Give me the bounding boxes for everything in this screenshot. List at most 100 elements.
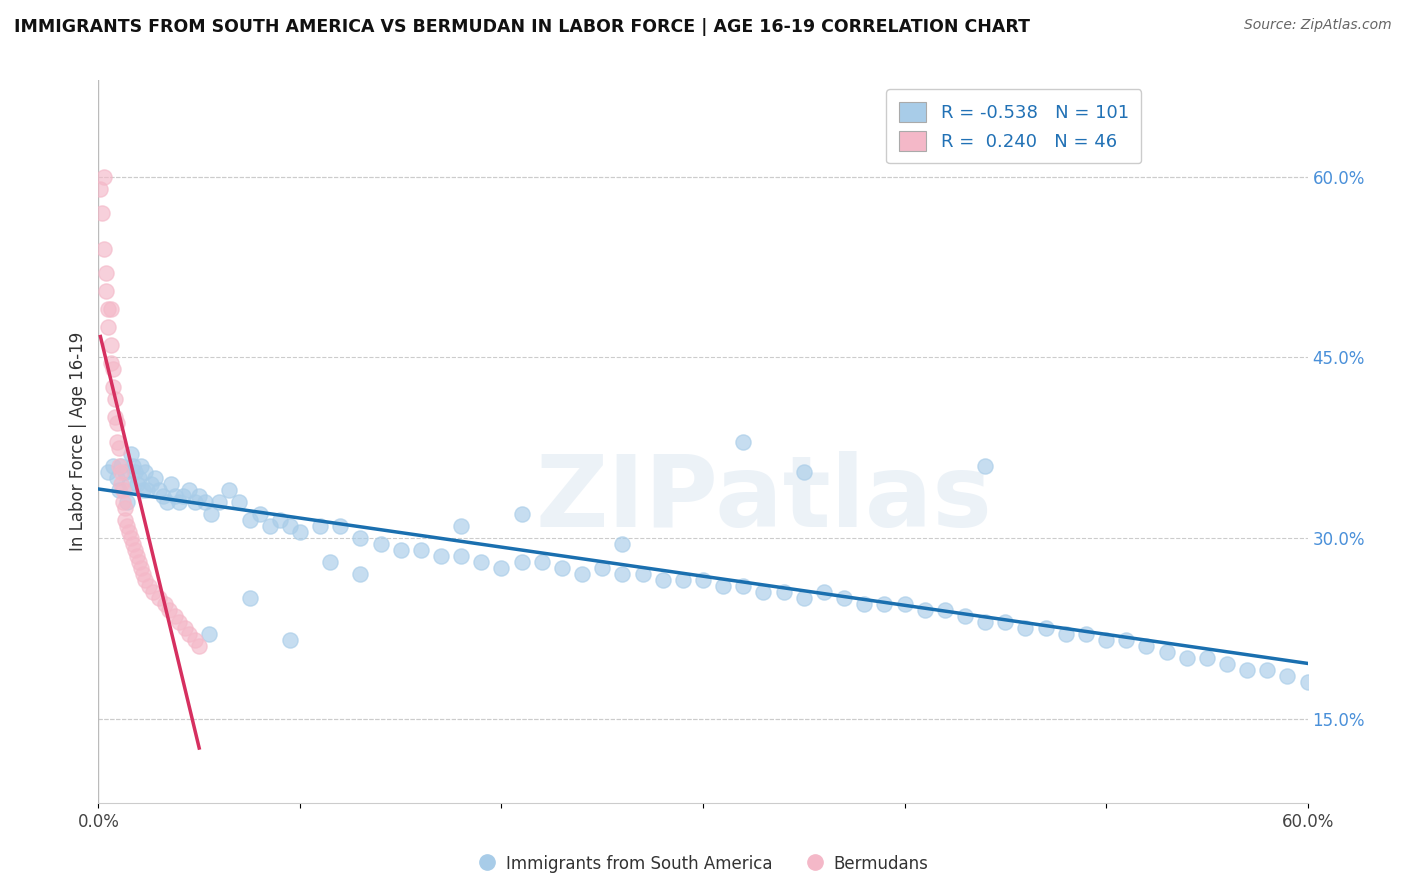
Point — [832, 591, 855, 606]
Point — [93, 169, 115, 184]
Point — [91, 206, 114, 220]
Point — [184, 494, 207, 508]
Point — [100, 302, 122, 317]
Point — [208, 494, 231, 508]
Point — [93, 242, 115, 256]
Point — [139, 476, 162, 491]
Point — [733, 579, 755, 593]
Point — [125, 476, 148, 491]
Point — [319, 555, 342, 569]
Point — [97, 302, 120, 317]
Point — [121, 537, 143, 551]
Text: IMMIGRANTS FROM SOUTH AMERICA VS BERMUDAN IN LABOR FORCE | AGE 16-19 CORRELATION: IMMIGRANTS FROM SOUTH AMERICA VS BERMUDA… — [14, 18, 1031, 36]
Point — [105, 434, 128, 449]
Point — [1216, 657, 1239, 672]
Point — [135, 483, 157, 497]
Point — [510, 555, 533, 569]
Point — [142, 585, 165, 599]
Point — [115, 519, 138, 533]
Point — [793, 591, 815, 606]
Point — [132, 483, 155, 497]
Point — [198, 627, 221, 641]
Point — [1277, 669, 1299, 683]
Point — [470, 555, 492, 569]
Point — [1035, 621, 1057, 635]
Point — [128, 555, 150, 569]
Point — [96, 284, 118, 298]
Point — [1014, 621, 1036, 635]
Point — [591, 561, 613, 575]
Point — [114, 465, 136, 479]
Point — [893, 597, 915, 611]
Point — [129, 561, 152, 575]
Legend: R = -0.538   N = 101, R =  0.240   N = 46: R = -0.538 N = 101, R = 0.240 N = 46 — [886, 89, 1142, 163]
Point — [218, 483, 240, 497]
Text: Source: ZipAtlas.com: Source: ZipAtlas.com — [1244, 18, 1392, 32]
Point — [450, 549, 472, 563]
Point — [110, 465, 132, 479]
Point — [389, 542, 412, 557]
Point — [793, 465, 815, 479]
Point — [914, 603, 936, 617]
Point — [111, 483, 134, 497]
Point — [156, 494, 179, 508]
Point — [111, 494, 134, 508]
Point — [510, 507, 533, 521]
Point — [124, 465, 146, 479]
Point — [121, 458, 143, 473]
Legend: Immigrants from South America, Bermudans: Immigrants from South America, Bermudans — [471, 848, 935, 880]
Y-axis label: In Labor Force | Age 16-19: In Labor Force | Age 16-19 — [69, 332, 87, 551]
Point — [1054, 627, 1077, 641]
Point — [179, 483, 201, 497]
Point — [188, 639, 211, 653]
Point — [167, 615, 190, 630]
Point — [692, 573, 714, 587]
Point — [160, 476, 183, 491]
Point — [97, 465, 120, 479]
Point — [711, 579, 734, 593]
Point — [134, 573, 156, 587]
Point — [200, 507, 222, 521]
Point — [249, 507, 271, 521]
Point — [110, 458, 132, 473]
Point — [551, 561, 574, 575]
Point — [772, 585, 794, 599]
Point — [349, 567, 371, 582]
Point — [153, 597, 176, 611]
Point — [157, 603, 180, 617]
Point — [101, 380, 124, 394]
Point — [103, 410, 125, 425]
Point — [752, 585, 775, 599]
Point — [163, 489, 186, 503]
Point — [1296, 675, 1319, 690]
Point — [107, 441, 129, 455]
Point — [120, 531, 142, 545]
Point — [853, 597, 876, 611]
Point — [953, 609, 976, 624]
Point — [278, 633, 301, 648]
Point — [194, 494, 217, 508]
Point — [179, 627, 201, 641]
Point — [172, 489, 194, 503]
Point — [733, 434, 755, 449]
Point — [101, 362, 124, 376]
Point — [1115, 633, 1137, 648]
Point — [107, 458, 129, 473]
Point — [530, 555, 553, 569]
Point — [124, 542, 146, 557]
Point — [1156, 645, 1178, 659]
Point — [278, 519, 301, 533]
Point — [100, 338, 122, 352]
Point — [873, 597, 896, 611]
Point — [631, 567, 654, 582]
Point — [349, 531, 371, 545]
Point — [994, 615, 1017, 630]
Point — [138, 579, 160, 593]
Point — [97, 320, 120, 334]
Point — [152, 489, 174, 503]
Point — [259, 519, 281, 533]
Point — [120, 446, 142, 460]
Point — [228, 494, 250, 508]
Point — [934, 603, 956, 617]
Point — [148, 591, 170, 606]
